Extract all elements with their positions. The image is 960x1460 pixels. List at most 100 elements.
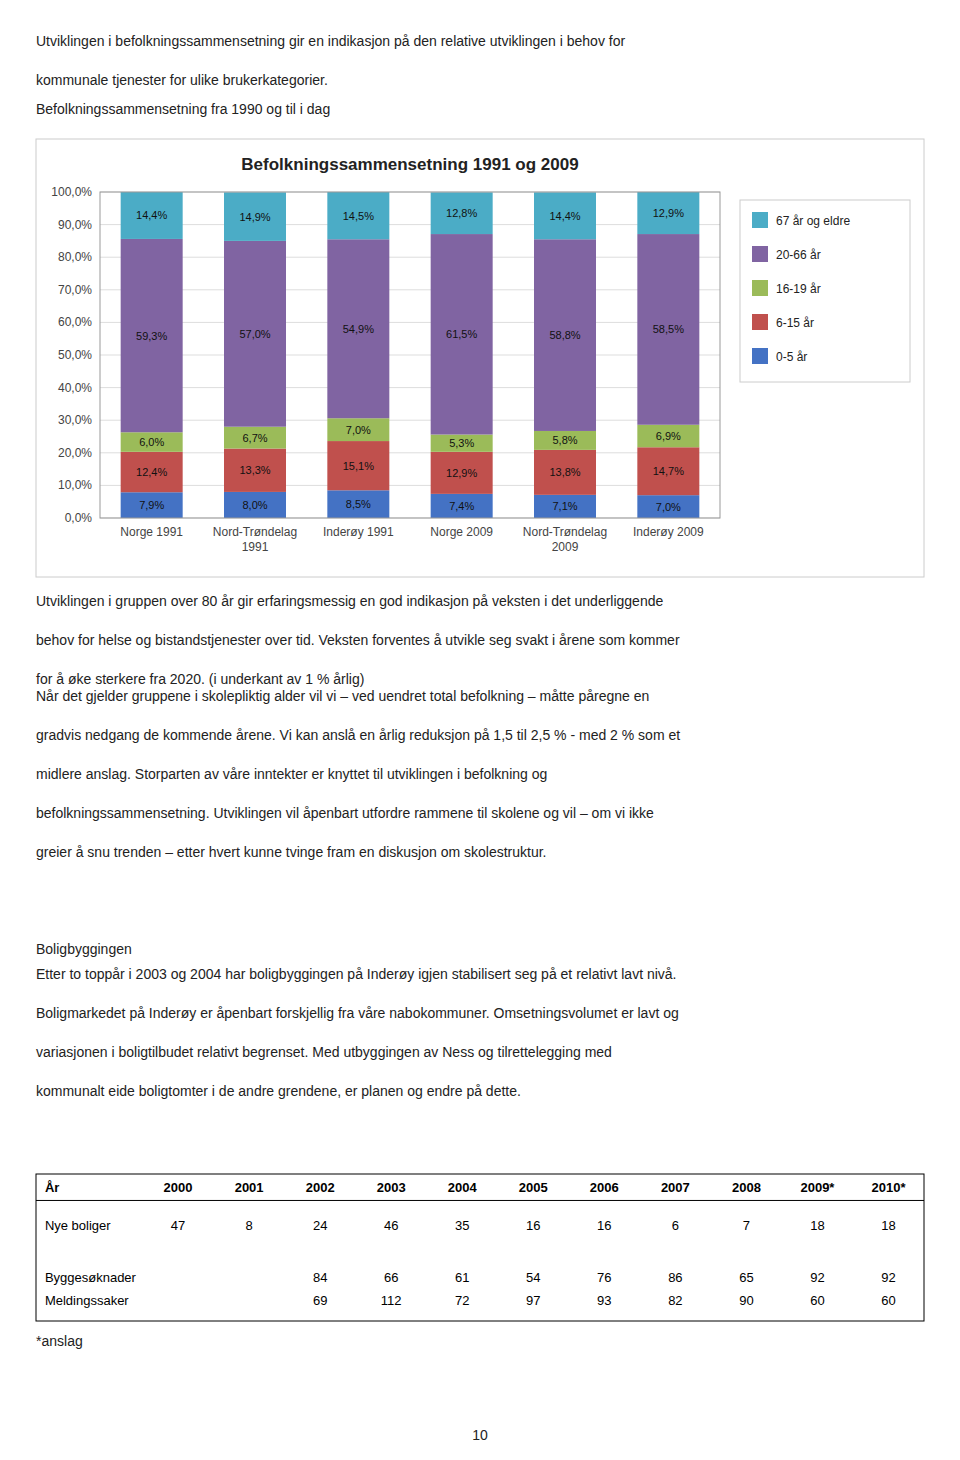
x-tick-label: Inderøy 1991 xyxy=(323,525,394,539)
table-header: År xyxy=(45,1180,59,1195)
bar-segment xyxy=(534,239,596,431)
x-tick-label-line: Inderøy 2009 xyxy=(633,525,704,539)
table-cell: 82 xyxy=(668,1293,682,1308)
plot-frame xyxy=(100,192,720,518)
table-border xyxy=(36,1174,924,1321)
data-labels: 7,9%8,0%8,5%7,4%7,1%7,0%12,4%13,3%15,1%1… xyxy=(136,207,684,513)
data-label: 12,9% xyxy=(446,467,477,479)
table-header: 2009* xyxy=(800,1180,835,1195)
table-header: 2007 xyxy=(661,1180,690,1195)
table-cell: 65 xyxy=(739,1270,753,1285)
legend-swatch xyxy=(752,246,768,262)
bar-segment xyxy=(224,449,286,492)
paragraph-line: variasjonen i boligtilbudet relativt beg… xyxy=(36,1044,612,1060)
x-tick-label: Nord-Trøndelag1991 xyxy=(213,525,297,554)
x-tick-label-line: 2009 xyxy=(552,540,579,554)
body-text: Utviklingen i befolkningssammensetning g… xyxy=(36,33,680,1099)
y-tick-label: 20,0% xyxy=(58,446,92,460)
table-cell: 7 xyxy=(743,1218,750,1233)
bar-segment xyxy=(121,432,183,452)
table-cell: 92 xyxy=(810,1270,824,1285)
table-header: 2010* xyxy=(871,1180,906,1195)
bar-segment xyxy=(534,450,596,495)
table-header: 2006 xyxy=(590,1180,619,1195)
data-label: 12,9% xyxy=(653,207,684,219)
table-cell: 54 xyxy=(526,1270,540,1285)
table-header: 2004 xyxy=(448,1180,478,1195)
y-tick-label: 40,0% xyxy=(58,381,92,395)
bar-segment xyxy=(327,192,389,239)
table-row-label: Meldingssaker xyxy=(45,1293,129,1308)
table-cell: 60 xyxy=(810,1293,824,1308)
bar-segment xyxy=(224,241,286,427)
x-tick-label: Norge 1991 xyxy=(120,525,183,539)
data-label: 58,8% xyxy=(549,329,580,341)
paragraph-line: kommunale tjenester for ulike brukerkate… xyxy=(36,72,328,88)
paragraph-line: befolkningssammensetning. Utviklingen vi… xyxy=(36,805,654,821)
legend-entry: 20-66 år xyxy=(776,248,821,262)
y-tick-label: 60,0% xyxy=(58,315,92,329)
x-tick-label-line: Norge 2009 xyxy=(430,525,493,539)
bar-segment xyxy=(637,447,699,495)
bar-segment xyxy=(637,192,699,234)
page-number: 10 xyxy=(472,1427,488,1443)
data-label: 8,5% xyxy=(346,498,371,510)
y-tick-label: 100,0% xyxy=(51,185,92,199)
bar-segment xyxy=(121,192,183,239)
data-label: 58,5% xyxy=(653,323,684,335)
grid-line xyxy=(100,289,720,290)
paragraph-line: Boligmarkedet på Inderøy er åpenbart for… xyxy=(36,1005,679,1021)
data-label: 7,4% xyxy=(449,500,474,512)
bar-segment xyxy=(224,492,286,518)
data-label: 13,8% xyxy=(549,466,580,478)
bar-segment xyxy=(637,234,699,425)
legend-swatch xyxy=(752,280,768,296)
x-tick-label-line: Norge 1991 xyxy=(120,525,183,539)
table-header: 2008 xyxy=(732,1180,761,1195)
table-header-line xyxy=(36,1200,924,1201)
data-label: 14,4% xyxy=(136,209,167,221)
bar-segment xyxy=(327,441,389,490)
y-tick-label: 10,0% xyxy=(58,478,92,492)
data-label: 61,5% xyxy=(446,328,477,340)
bar-segment xyxy=(431,452,493,494)
data-label: 5,3% xyxy=(449,437,474,449)
bar-segment xyxy=(327,418,389,441)
data-label: 12,4% xyxy=(136,466,167,478)
grid xyxy=(100,192,720,518)
data-label: 54,9% xyxy=(343,323,374,335)
paragraph-line: behov for helse og bistandstjenester ove… xyxy=(36,632,680,648)
table-cell: 72 xyxy=(455,1293,469,1308)
x-tick-label: Norge 2009 xyxy=(430,525,493,539)
table-cell: 46 xyxy=(384,1218,398,1233)
legend: 67 år og eldre20-66 år16-19 år6-15 år0-5… xyxy=(740,200,910,382)
bar-segment xyxy=(121,492,183,518)
data-label: 12,8% xyxy=(446,207,477,219)
paragraph-line: Etter to toppår i 2003 og 2004 har bolig… xyxy=(36,966,677,982)
footnote: *anslag xyxy=(36,1333,83,1349)
bar-segment xyxy=(431,192,493,234)
bar-segment xyxy=(431,435,493,452)
data-label: 7,9% xyxy=(139,499,164,511)
table-cell: 35 xyxy=(455,1218,469,1233)
data-label: 8,0% xyxy=(242,499,267,511)
data-label: 6,9% xyxy=(656,430,681,442)
legend-entry: 16-19 år xyxy=(776,282,821,296)
table-cell: 90 xyxy=(739,1293,753,1308)
bar-segment xyxy=(431,494,493,518)
table-header: 2003 xyxy=(377,1180,406,1195)
page: Utviklingen i befolkningssammensetning g… xyxy=(0,0,960,1460)
table-header: 2001 xyxy=(235,1180,264,1195)
paragraph-line: kommunalt eide boligtomter i de andre gr… xyxy=(36,1083,521,1099)
data-label: 57,0% xyxy=(239,328,270,340)
paragraph-line: for å øke sterkere fra 2020. (i underkan… xyxy=(36,671,364,687)
x-tick-label-line: 1991 xyxy=(242,540,269,554)
table-cell: 84 xyxy=(313,1270,327,1285)
y-tick-label: 90,0% xyxy=(58,218,92,232)
table-cell: 18 xyxy=(881,1218,895,1233)
y-tick-label: 80,0% xyxy=(58,250,92,264)
table-cell: 61 xyxy=(455,1270,469,1285)
data-label: 14,7% xyxy=(653,465,684,477)
data-label: 14,4% xyxy=(549,210,580,222)
bar-segment xyxy=(534,192,596,239)
